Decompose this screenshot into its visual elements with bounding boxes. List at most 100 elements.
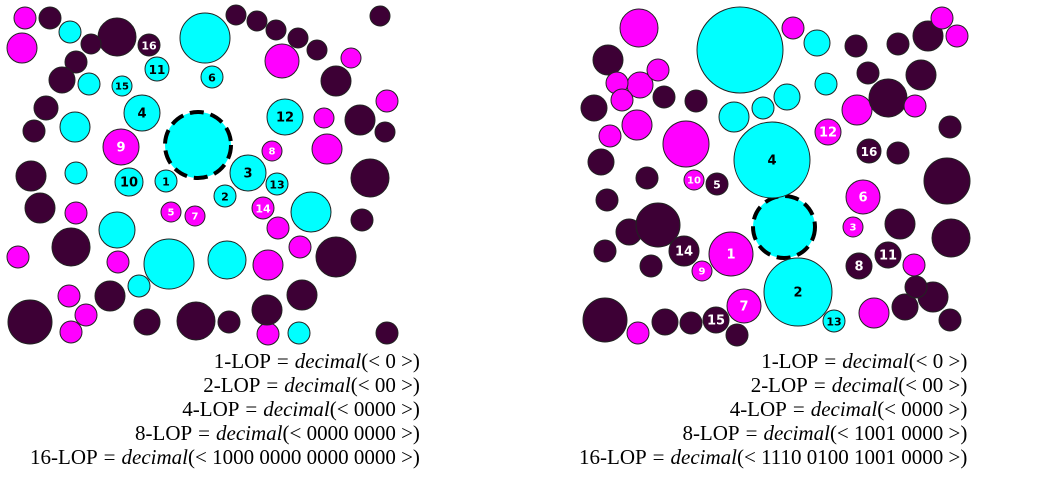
dark-circle <box>350 158 390 198</box>
formula-4-lop: 4-LOP = decimal(< 0000 >) <box>579 397 968 421</box>
dark-circle <box>931 218 971 258</box>
formula-function: decimal <box>831 373 899 397</box>
magenta-circle <box>683 169 705 191</box>
formula-argument: (< 0 >) <box>908 349 968 373</box>
formula-function: decimal <box>763 421 830 445</box>
dark-circle <box>350 208 374 232</box>
cyan-circle <box>696 6 784 94</box>
dark-circle <box>369 5 391 27</box>
formula-16-lop: 16-LOP = decimal(< 1000 0000 0000 0000 >) <box>30 445 420 469</box>
dark-circle <box>306 39 328 61</box>
circle-number-label: 2 <box>221 191 229 204</box>
numbered-circle-4: 4 <box>733 121 811 199</box>
magenta-circle <box>626 321 650 345</box>
formula-lhs: 8-LOP <box>682 421 740 445</box>
center-dashed-circle <box>751 194 817 260</box>
numbered-circle-6: 6 <box>200 65 224 89</box>
formula-4-lop: 4-LOP = decimal(< 0000 >) <box>30 397 420 421</box>
numbered-circle-3: 3 <box>842 216 864 238</box>
dark-circle <box>137 33 161 57</box>
dark-circle <box>652 85 676 109</box>
dark-circle <box>176 301 216 341</box>
cyan-circle <box>77 72 101 96</box>
formula-equals: = <box>198 421 211 445</box>
magenta-circle <box>598 124 622 148</box>
formula-function: decimal <box>263 397 330 421</box>
magenta-circle <box>160 201 182 223</box>
formula-function: decimal <box>216 421 283 445</box>
formula-function: decimal <box>121 445 188 469</box>
dark-circle <box>225 4 247 26</box>
magenta-circle <box>102 128 140 166</box>
formula-argument: (< 1001 0000 >) <box>829 421 968 445</box>
center-dashed-circle <box>163 110 233 180</box>
circle-number-label: 9 <box>116 141 125 156</box>
cyan-circle <box>111 75 133 97</box>
magenta-circle <box>64 201 88 225</box>
circle-number-label: 9 <box>699 267 706 278</box>
magenta-circle <box>726 288 762 324</box>
formula-lhs: 1-LOP <box>761 349 819 373</box>
magenta-circle <box>252 249 284 281</box>
dark-circle <box>923 157 971 205</box>
dark-circle <box>97 17 137 57</box>
magenta-circle <box>621 109 653 141</box>
circle-number-label: 13 <box>826 316 841 329</box>
formula-equals: = <box>652 445 665 469</box>
numbered-circle-13: 13 <box>822 309 846 333</box>
formula-lhs: 16-LOP <box>579 445 647 469</box>
dark-circle <box>251 294 283 326</box>
numbered-circle-9: 9 <box>102 128 140 166</box>
dark-circle <box>287 27 309 49</box>
numbered-circle-7: 7 <box>184 205 206 227</box>
numbered-circle-15: 15 <box>111 75 133 97</box>
dark-circle <box>856 138 882 164</box>
cyan-circle <box>287 321 311 345</box>
circle-number-label: 8 <box>854 260 863 275</box>
dark-circle <box>587 148 615 176</box>
dark-circle <box>375 321 399 345</box>
cyan-circle <box>207 240 247 280</box>
dark-circle <box>938 308 962 332</box>
circle-number-label: 3 <box>850 223 857 234</box>
formula-lhs: 4-LOP <box>729 397 787 421</box>
dark-circle <box>912 20 944 52</box>
formula-equals: = <box>813 373 826 397</box>
dark-circle <box>133 308 161 336</box>
dark-circle <box>886 32 910 56</box>
dark-circle <box>668 235 700 267</box>
magenta-circle <box>264 43 300 79</box>
dark-circle <box>844 34 868 58</box>
magenta-circle <box>74 303 98 327</box>
formula-function: decimal <box>670 445 737 469</box>
magenta-circle <box>708 231 754 277</box>
numbered-circle-12: 12 <box>266 98 304 136</box>
dark-circle <box>874 241 902 269</box>
cyan-circle <box>98 211 136 249</box>
dark-circle <box>639 254 663 278</box>
dark-circle <box>64 50 88 74</box>
dark-circle <box>856 61 880 85</box>
magenta-circle <box>646 58 670 82</box>
numbered-circle-10: 10 <box>683 169 705 191</box>
numbered-circle-5: 5 <box>705 172 729 196</box>
numbered-circle-3: 3 <box>229 154 267 192</box>
cyan-circle <box>213 184 237 208</box>
dark-circle <box>845 252 873 280</box>
dark-circle <box>374 121 396 143</box>
magenta-circle <box>106 250 130 274</box>
circle-number-label: 12 <box>819 126 837 141</box>
formula-argument: (< 0 >) <box>361 349 420 373</box>
cyan-circle <box>290 191 332 233</box>
circle-number-label: 4 <box>767 154 776 169</box>
magenta-circle <box>184 205 206 227</box>
dark-circle <box>217 310 241 334</box>
dark-circle <box>48 66 76 94</box>
dark-circle <box>886 141 910 165</box>
formula-equals: = <box>266 373 279 397</box>
formula-lhs: 1-LOP <box>213 349 271 373</box>
cyan-circle <box>763 257 833 327</box>
circle-number-label: 10 <box>687 176 701 187</box>
magenta-circle <box>311 133 343 165</box>
